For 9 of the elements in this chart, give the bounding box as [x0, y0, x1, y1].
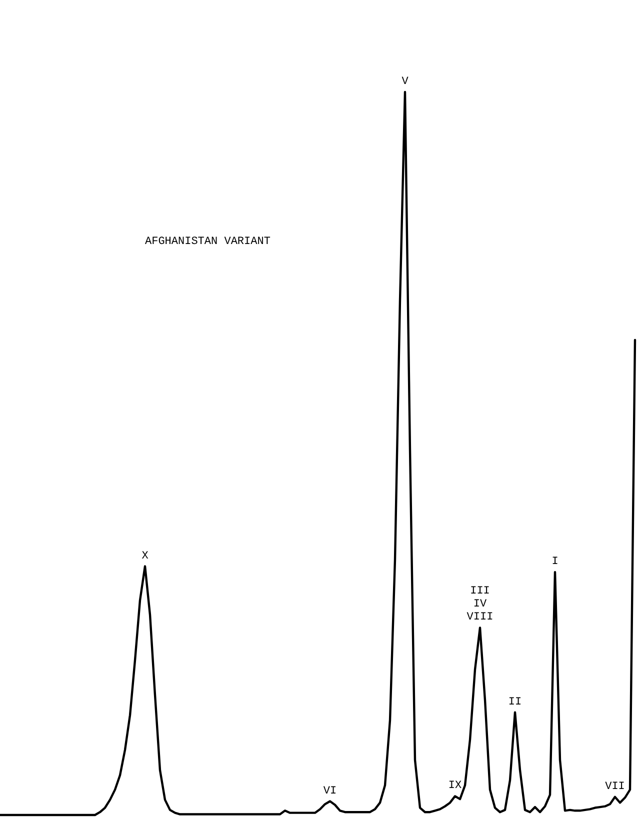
annotation: IX [448, 780, 462, 792]
annotation: V [402, 76, 409, 88]
annotation: VI [323, 785, 337, 798]
annotation: III IV VIII [466, 586, 494, 624]
annotation: X [142, 550, 149, 562]
annotation: II [508, 696, 522, 708]
text: AFGHANISTAN VARIANT [145, 236, 271, 248]
annotation: VII [605, 780, 625, 793]
annotation: I [552, 556, 558, 568]
